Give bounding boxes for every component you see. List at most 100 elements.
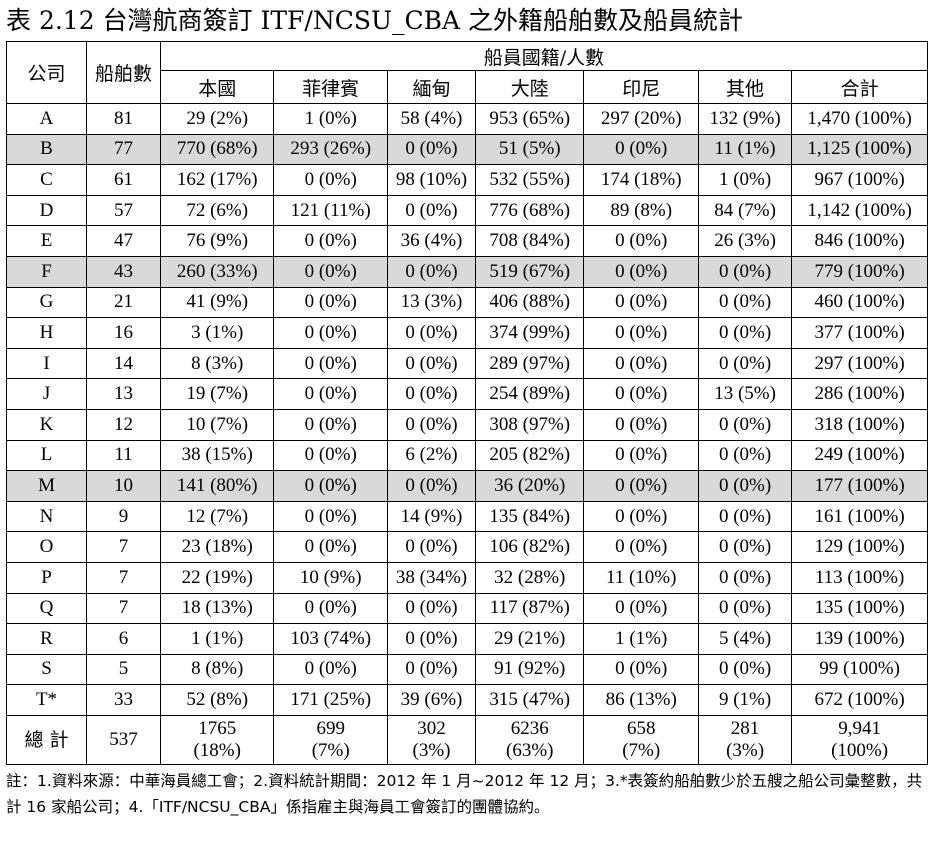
grand-total-count: 699 — [316, 717, 345, 739]
crew-count-cell: 91 (92%) — [475, 653, 585, 686]
crew-count-cell: 1 (0%) — [697, 164, 793, 196]
crew-count-cell: 953 (65%) — [475, 103, 585, 135]
table-row: F 43 260 (33%) 0 (0%) 0 (0%) 519 (67%) 0 (0%) 0… — [5, 255, 928, 288]
crew-count-cell: 0 (0%) — [386, 133, 477, 166]
crew-count-cell: 0 (0%) — [697, 470, 793, 502]
crew-count-cell: 141 (80%) — [159, 470, 275, 502]
total-crew-cell: 177 (100%) — [791, 470, 928, 502]
ships-cell: 33 — [86, 684, 161, 716]
grand-total-count: 658 — [626, 717, 656, 739]
company-cell: L — [5, 439, 88, 472]
crew-count-cell: 308 (97%) — [475, 408, 585, 441]
nationality-column-header: 緬甸 — [386, 70, 477, 104]
crew-count-cell: 11 (1%) — [697, 133, 793, 166]
crew-count-cell: 1 (1%) — [159, 623, 275, 655]
crew-count-cell: 0 (0%) — [386, 317, 477, 349]
table-row: O 7 23 (18%) 0 (0%) 0 (0%) 106 (82%) 0 (0%) 0 (… — [5, 531, 928, 563]
grand-total-cell: 281 (3%) — [697, 714, 793, 765]
table-row: I 14 8 (3%) 0 (0%) 0 (0%) 289 (97%) 0 (0%) 0 (0… — [5, 347, 928, 380]
company-cell: P — [5, 561, 88, 594]
crew-count-cell: 19 (7%) — [159, 378, 275, 410]
crew-count-cell: 0 (0%) — [583, 225, 699, 257]
crew-count-cell: 6 (2%) — [386, 439, 477, 472]
crew-count-cell: 103 (74%) — [273, 623, 388, 655]
crew-count-cell: 0 (0%) — [386, 653, 477, 686]
total-crew-cell: 672 (100%) — [791, 684, 928, 716]
crew-count-cell: 9 (1%) — [697, 684, 793, 716]
total-crew-cell: 1,470 (100%) — [791, 103, 928, 135]
crew-count-cell: 0 (0%) — [386, 255, 477, 288]
grand-total-count: 9,941 — [838, 717, 881, 739]
crew-count-cell: 0 (0%) — [697, 500, 793, 533]
table-row: E 47 76 (9%) 0 (0%) 36 (4%) 708 (84%) 0 (0%) 26… — [5, 225, 928, 257]
crew-count-cell: 0 (0%) — [386, 592, 477, 625]
crew-count-cell: 0 (0%) — [583, 255, 699, 288]
company-column-header: 公司 — [5, 41, 88, 104]
crew-count-cell: 0 (0%) — [583, 286, 699, 319]
crew-count-cell: 0 (0%) — [697, 286, 793, 319]
crew-count-cell: 0 (0%) — [386, 531, 477, 563]
crew-count-cell: 0 (0%) — [697, 653, 793, 686]
table-title: 表 2.12 台灣航商簽訂 ITF/NCSU_CBA 之外籍船舶數及船員統計 — [6, 6, 744, 35]
crew-count-cell: 36 (4%) — [386, 225, 477, 257]
company-cell: T* — [5, 684, 88, 716]
crew-count-cell: 0 (0%) — [583, 592, 699, 625]
table-row: M 10 141 (80%) 0 (0%) 0 (0%) 36 (20%) 0 (0%) 0 … — [5, 470, 928, 502]
company-cell: F — [5, 255, 88, 288]
table-row: K 12 10 (7%) 0 (0%) 0 (0%) 308 (97%) 0 (0%) 0 (… — [5, 408, 928, 441]
crew-count-cell: 171 (25%) — [273, 684, 388, 716]
ships-cell: 14 — [86, 347, 161, 380]
crew-count-cell: 10 (9%) — [273, 561, 388, 594]
crew-count-cell: 0 (0%) — [273, 347, 388, 380]
company-cell: J — [5, 378, 88, 410]
total-crew-cell: 286 (100%) — [791, 378, 928, 410]
ships-cell: 7 — [86, 592, 161, 625]
ships-cell: 11 — [86, 439, 161, 472]
company-cell: I — [5, 347, 88, 380]
grand-total-count: 1765 — [198, 717, 237, 739]
crew-count-cell: 0 (0%) — [273, 286, 388, 319]
ships-cell: 9 — [86, 500, 161, 533]
grand-total-cell: 1765 (18%) — [159, 714, 275, 765]
crew-count-cell: 8 (8%) — [159, 653, 275, 686]
crew-count-cell: 52 (8%) — [159, 684, 275, 716]
total-crew-cell: 460 (100%) — [791, 286, 928, 319]
crew-count-cell: 10 (7%) — [159, 408, 275, 441]
crew-count-cell: 0 (0%) — [386, 408, 477, 441]
ships-cell: 81 — [86, 103, 161, 135]
crew-count-cell: 0 (0%) — [386, 347, 477, 380]
crew-count-cell: 0 (0%) — [583, 378, 699, 410]
table-row: B 77 770 (68%) 293 (26%) 0 (0%) 51 (5%) 0 (0%)… — [5, 133, 928, 166]
crew-count-cell: 776 (68%) — [475, 194, 585, 227]
crew-count-cell: 11 (10%) — [583, 561, 699, 594]
crew-count-cell: 1 (1%) — [583, 623, 699, 655]
grand-total-label: 總 計 — [5, 714, 88, 765]
crew-count-cell: 0 (0%) — [697, 531, 793, 563]
crew-count-cell: 0 (0%) — [273, 653, 388, 686]
grand-total-percent: (3%) — [412, 739, 451, 761]
table-row: Q 7 18 (13%) 0 (0%) 0 (0%) 117 (87%) 0 (0%) 0 (… — [5, 592, 928, 625]
footnote: 註：1.資料來源：中華海員總工會；2.資料統計期間：2012 年 1 月~201… — [6, 772, 923, 816]
crew-count-cell: 708 (84%) — [475, 225, 585, 257]
crew-count-cell: 0 (0%) — [583, 470, 699, 502]
crew-count-cell: 14 (9%) — [386, 500, 477, 533]
total-crew-cell: 129 (100%) — [791, 531, 928, 563]
table-row: C 61 162 (17%) 0 (0%) 98 (10%) 532 (55%) 174 (… — [5, 164, 928, 196]
crew-count-cell: 23 (18%) — [159, 531, 275, 563]
total-crew-cell: 249 (100%) — [791, 439, 928, 472]
crew-count-cell: 0 (0%) — [583, 439, 699, 472]
crew-count-cell: 0 (0%) — [583, 653, 699, 686]
crew-count-cell: 0 (0%) — [386, 378, 477, 410]
ships-cell: 77 — [86, 133, 161, 166]
crew-count-cell: 0 (0%) — [697, 408, 793, 441]
crew-count-cell: 3 (1%) — [159, 317, 275, 349]
crew-count-cell: 162 (17%) — [159, 164, 275, 196]
crew-count-cell: 0 (0%) — [386, 623, 477, 655]
crew-count-cell: 1 (0%) — [273, 103, 388, 135]
total-crew-cell: 967 (100%) — [791, 164, 928, 196]
table-row: L 11 38 (15%) 0 (0%) 6 (2%) 205 (82%) 0 (0%) 0 … — [5, 439, 928, 472]
grand-total-percent: (3%) — [726, 739, 765, 761]
crew-count-cell: 0 (0%) — [273, 439, 388, 472]
company-cell: H — [5, 317, 88, 349]
